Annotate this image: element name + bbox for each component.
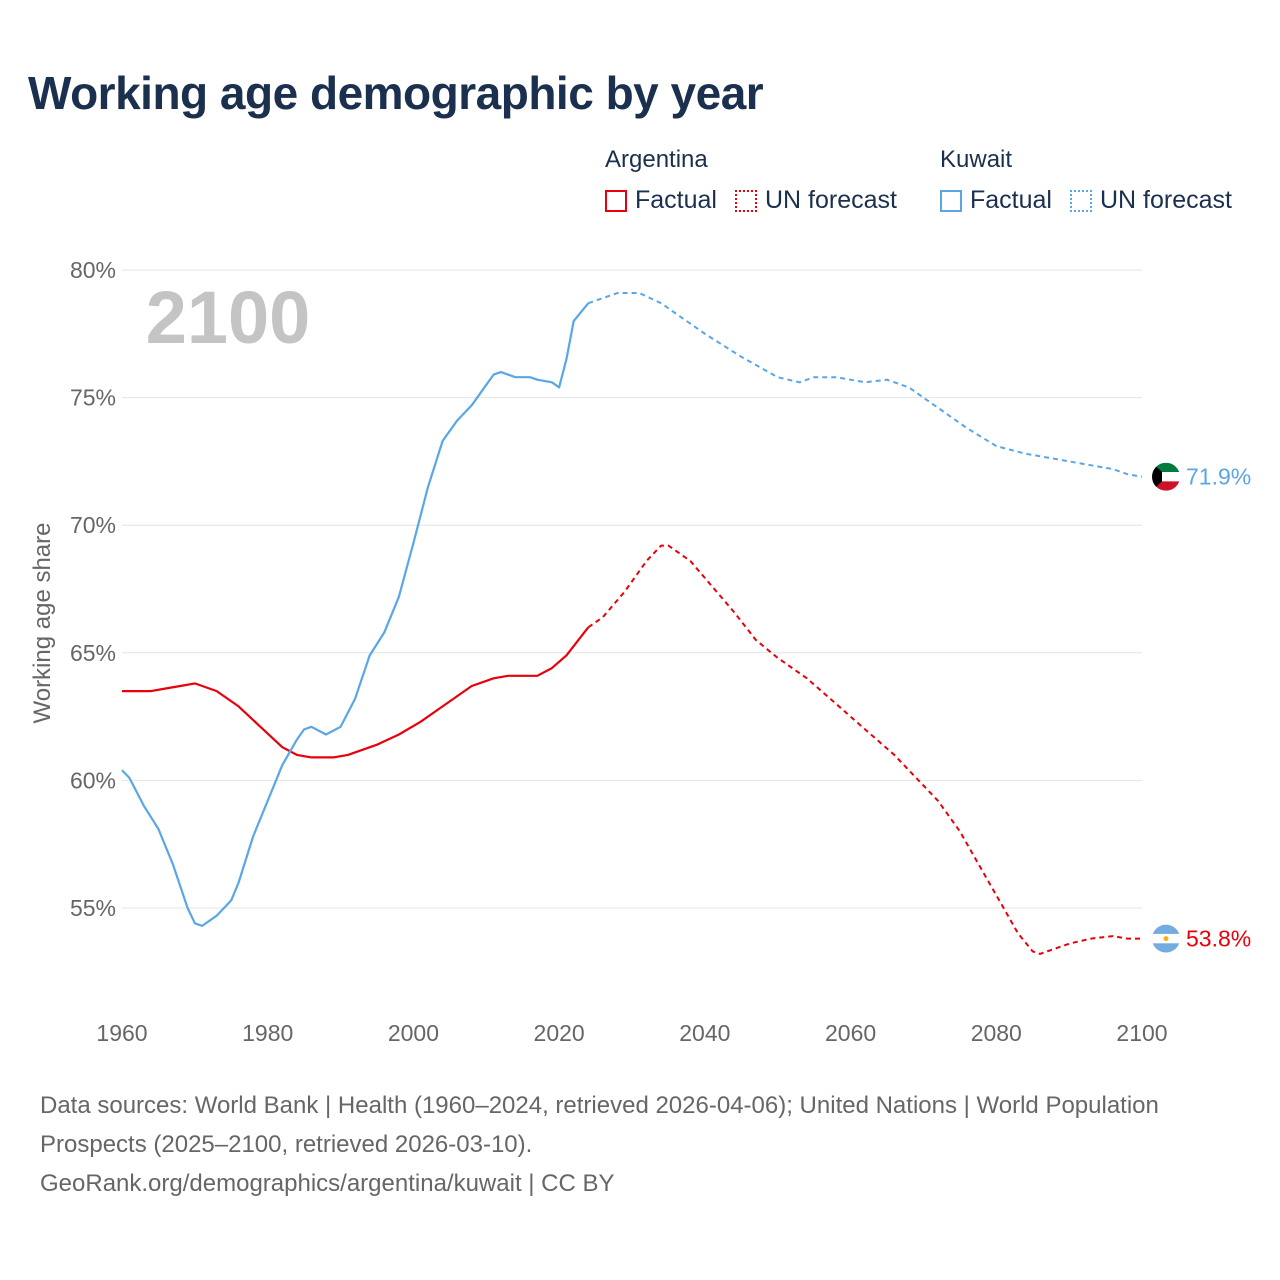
end-value-label: 53.8% (1186, 926, 1251, 952)
kuwait-flag (1152, 462, 1180, 491)
y-tick-label: 65% (70, 640, 116, 666)
flag-stripe (1152, 462, 1180, 473)
legend-item-argentina-factual[interactable]: Factual (605, 186, 717, 215)
argentina-factual-line (122, 626, 590, 759)
data-sources: Data sources: World Bank | Health (1960–… (40, 1092, 1159, 1158)
line-chart: 2100 55% 60% 65% 70% 75% 80% 1960 1980 2000 2020… (29, 257, 1251, 1046)
legend-swatch-solid-icon (940, 189, 962, 212)
year-watermark: 2100 (146, 276, 311, 359)
y-tick-label: 75% (70, 385, 116, 411)
footer: Data sources: World Bank | Health (1960–… (40, 1086, 1240, 1203)
x-tick-label: 2100 (1116, 1020, 1167, 1046)
legend-item-argentina-forecast[interactable]: UN forecast (734, 186, 897, 215)
legend-label: Factual (970, 186, 1052, 214)
y-tick-label: 80% (70, 257, 116, 283)
kuwait-forecast-line (587, 292, 1143, 478)
flag-trapezoid (1152, 462, 1162, 491)
end-markers: 53.8% 71.9% (1152, 462, 1251, 953)
flag-stripe (1152, 924, 1180, 934)
legend-label: UN forecast (764, 186, 897, 214)
legend-item-kuwait-factual[interactable]: Factual (940, 186, 1052, 215)
x-tick-label: 1960 (96, 1020, 147, 1046)
legend-swatch-dotted-icon (1069, 189, 1092, 212)
x-tick-label: 2060 (825, 1020, 876, 1046)
legend-swatch-solid-icon (605, 189, 627, 212)
y-tick-label: 55% (70, 895, 116, 921)
y-axis-label: Working age share (29, 523, 56, 724)
x-tick-label: 2020 (534, 1020, 585, 1046)
argentina-flag (1152, 924, 1180, 953)
series-lines (121, 292, 1143, 955)
chart-title: Working age demographic by year (28, 67, 764, 119)
attribution-link[interactable]: GeoRank.org/demographics/argentina/kuwai… (40, 1170, 615, 1197)
y-axis-ticks: 55% 60% 65% 70% 75% 80% (70, 257, 116, 921)
x-tick-label: 2080 (971, 1020, 1022, 1046)
legend-item-kuwait-forecast[interactable]: UN forecast (1069, 186, 1232, 215)
sun-icon (1163, 936, 1169, 942)
flag-stripe (1152, 472, 1180, 482)
flag-stripe (1152, 481, 1180, 491)
argentina-forecast-line (587, 544, 1142, 955)
legend-group-kuwait: Kuwait Factual UN forecast (940, 146, 1232, 215)
legend-label: Factual (635, 186, 717, 214)
end-value-label: 71.9% (1186, 464, 1251, 490)
legend-swatch-dotted-icon (734, 189, 757, 212)
x-tick-label: 2040 (679, 1020, 730, 1046)
legend-group-name: Argentina (605, 146, 708, 173)
legend-group-name: Kuwait (940, 146, 1013, 173)
y-tick-label: 60% (70, 767, 116, 793)
legend-label: UN forecast (1099, 186, 1232, 214)
x-tick-label: 1980 (242, 1020, 293, 1046)
y-tick-label: 70% (70, 512, 116, 538)
flag-stripe (1152, 943, 1180, 953)
legend-group-argentina: Argentina Factual UN forecast (605, 146, 897, 215)
x-axis-ticks: 1960 1980 2000 2020 2040 2060 2080 2100 (96, 1020, 1167, 1046)
kuwait-factual-line (121, 302, 590, 927)
x-tick-label: 2000 (388, 1020, 439, 1046)
gridlines (122, 269, 1142, 909)
